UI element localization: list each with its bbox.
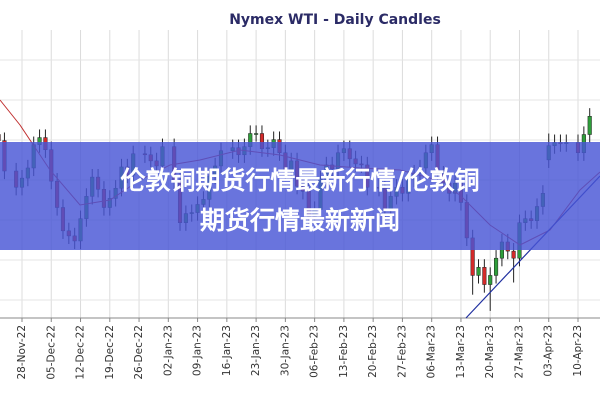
x-tick-label: 09-Jan-23 <box>192 325 204 376</box>
x-tick-label: 19-Dec-22 <box>104 325 116 380</box>
x-tick-label: 16-Jan-23 <box>221 325 233 376</box>
x-tick-label: 13-Mar-23 <box>455 325 467 378</box>
chart-title: Nymex WTI - Daily Candles <box>229 12 441 28</box>
candle-body <box>482 267 487 285</box>
x-tick-label: 23-Jan-23 <box>250 325 262 376</box>
x-tick-label: 27-Feb-23 <box>396 325 408 378</box>
x-tick-label: 02-Jan-23 <box>162 325 174 376</box>
x-tick-label: 03-Apr-23 <box>543 325 555 377</box>
banner-line: 伦敦铜期货行情最新行情/伦敦铜 <box>120 166 479 195</box>
candle-body <box>511 250 516 259</box>
candle-body <box>494 257 499 276</box>
banner-line: 期货行情最新新闻 <box>200 206 400 235</box>
x-tick-label: 26-Dec-22 <box>133 325 145 380</box>
candle-body <box>476 267 481 276</box>
x-tick-label: 27-Mar-23 <box>513 325 525 378</box>
x-tick-label: 30-Jan-23 <box>279 325 291 376</box>
x-tick-label: 06-Mar-23 <box>426 325 438 378</box>
x-tick-label: 13-Feb-23 <box>338 325 350 378</box>
x-tick-label: 20-Mar-23 <box>484 325 496 378</box>
x-tick-label: 05-Dec-22 <box>45 325 57 380</box>
candle-body <box>254 133 259 135</box>
candle-body <box>488 275 493 285</box>
x-tick-label: 28-Nov-22 <box>16 325 28 380</box>
x-tick-label: 06-Feb-23 <box>309 325 321 378</box>
x-tick-label: 10-Apr-23 <box>572 325 584 377</box>
x-tick-label: 12-Dec-22 <box>75 325 87 380</box>
candle-body <box>587 116 592 135</box>
banner <box>0 142 600 250</box>
x-tick-label: 20-Feb-23 <box>367 325 379 378</box>
